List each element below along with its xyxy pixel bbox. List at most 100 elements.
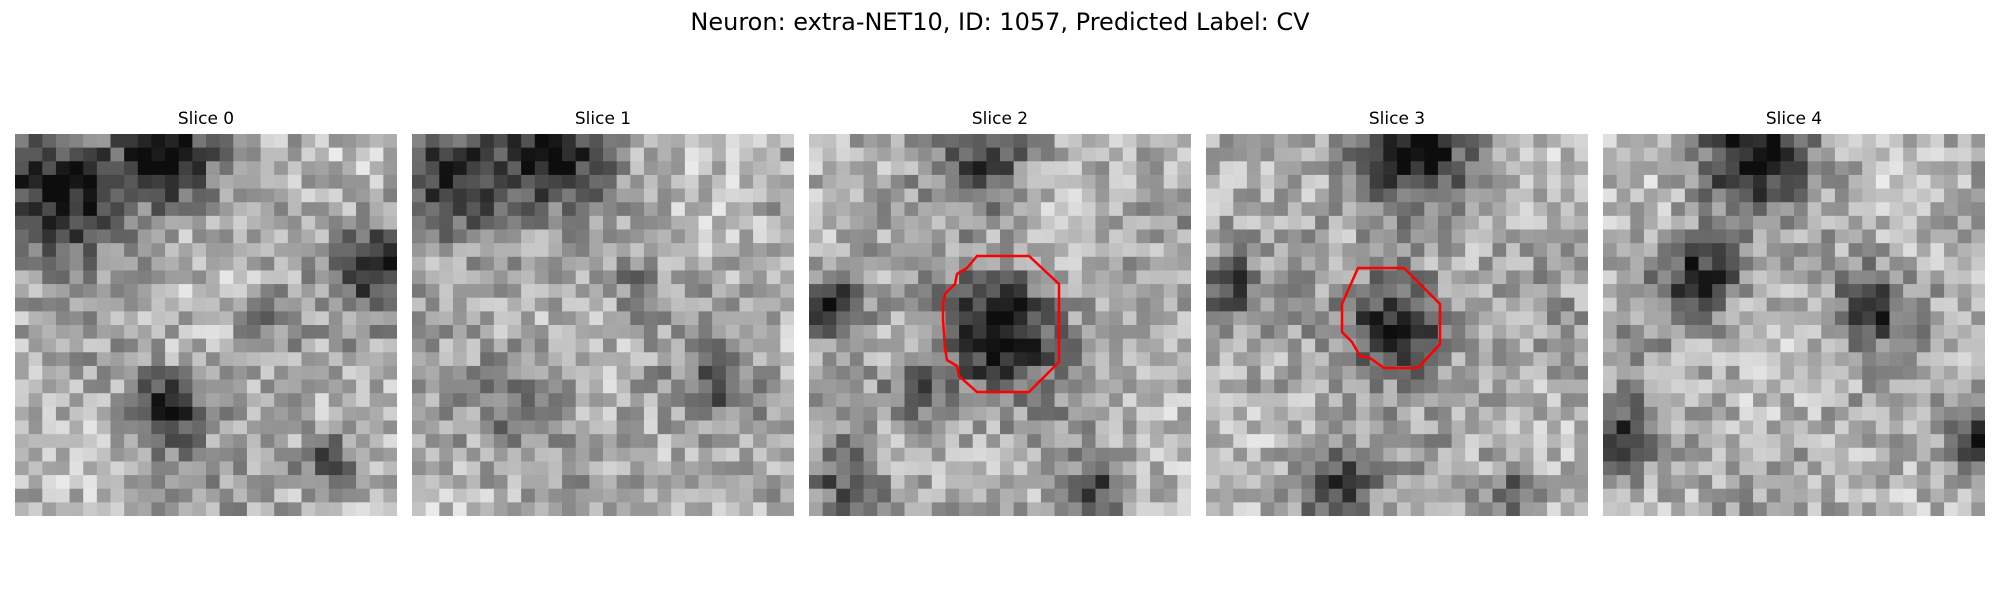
- pixel-cell: [1889, 352, 1904, 367]
- pixel-cell: [315, 147, 330, 162]
- pixel-cell: [1081, 161, 1097, 176]
- pixel-cell: [1753, 365, 1768, 381]
- pixel-cell: [643, 188, 659, 203]
- pixel-cell: [562, 365, 577, 381]
- pixel-cell: [1000, 256, 1015, 272]
- pixel-cell: [356, 502, 371, 516]
- pixel-cell: [534, 379, 550, 394]
- pixel-cell: [630, 434, 645, 449]
- pixel-cell: [822, 147, 837, 162]
- pixel-cell: [643, 297, 659, 312]
- pixel-cell: [1971, 488, 1985, 503]
- pixel-cell: [1616, 406, 1631, 422]
- pixel-cell: [425, 325, 440, 340]
- pixel-cell: [356, 270, 371, 285]
- pixel-cell: [1451, 475, 1466, 490]
- pixel-cell: [1834, 284, 1850, 299]
- pixel-cell: [246, 134, 262, 149]
- pixel-cell: [1163, 297, 1178, 312]
- pixel-cell: [1875, 188, 1891, 203]
- pixel-cell: [1574, 161, 1588, 176]
- pixel-cell: [1916, 502, 1932, 516]
- pixel-cell: [643, 338, 659, 353]
- pixel-cell: [712, 188, 727, 203]
- pixel-cell: [315, 284, 330, 299]
- pixel-cell: [1560, 393, 1575, 408]
- pixel-cell: [356, 311, 371, 326]
- pixel-cell: [1794, 379, 1809, 394]
- pixel-cell: [1437, 379, 1453, 394]
- pixel-cell: [1506, 311, 1521, 326]
- pixel-cell: [657, 420, 672, 435]
- pixel-cell: [1533, 447, 1548, 463]
- pixel-cell: [15, 174, 30, 190]
- pixel-cell: [1451, 461, 1466, 476]
- pixel-cell: [534, 188, 550, 203]
- pixel-cell: [110, 352, 125, 367]
- pixel-cell: [1916, 406, 1932, 422]
- pixel-cell: [1766, 488, 1781, 503]
- pixel-cell: [945, 297, 960, 312]
- pixel-cell: [15, 188, 30, 203]
- pixel-cell: [165, 202, 180, 217]
- pixel-cell: [1766, 434, 1781, 449]
- pixel-cell: [1684, 147, 1700, 162]
- pixel-cell: [1246, 325, 1262, 340]
- pixel-cell: [1698, 174, 1713, 190]
- pixel-cell: [1971, 502, 1985, 516]
- pixel-cell: [1821, 243, 1836, 258]
- pixel-cell: [521, 243, 536, 258]
- pixel-cell: [1122, 134, 1138, 149]
- pixel-cell: [206, 488, 221, 503]
- pixel-cell: [836, 161, 851, 176]
- pixel-cell: [548, 243, 563, 258]
- pixel-cell: [1424, 188, 1439, 203]
- pixel-cell: [1657, 338, 1672, 353]
- pixel-cell: [1930, 502, 1945, 516]
- pixel-cell: [589, 215, 604, 231]
- pixel-cell: [1095, 393, 1110, 408]
- pixel-cell: [1451, 365, 1466, 381]
- pixel-cell: [507, 284, 522, 299]
- pixel-cell: [575, 270, 590, 285]
- pixel-cell: [246, 243, 262, 258]
- pixel-cell: [1177, 188, 1191, 203]
- pixel-cell: [1478, 502, 1494, 516]
- pixel-cell: [603, 202, 618, 217]
- pixel-cell: [1027, 352, 1042, 367]
- pixel-cell: [1136, 134, 1151, 149]
- pixel-cell: [260, 365, 275, 381]
- pixel-cell: [1616, 174, 1631, 190]
- pixel-cell: [931, 270, 947, 285]
- pixel-cell: [863, 325, 878, 340]
- pixel-cell: [452, 243, 468, 258]
- pixel-cell: [1862, 406, 1877, 422]
- pixel-cell: [1342, 188, 1357, 203]
- pixel-cell: [178, 502, 193, 516]
- pixel-cell: [616, 393, 631, 408]
- pixel-cell: [603, 406, 618, 422]
- pixel-cell: [1260, 161, 1275, 176]
- pixel-cell: [178, 243, 193, 258]
- pixel-cell: [1109, 406, 1124, 422]
- pixel-cell: [1383, 434, 1398, 449]
- pixel-cell: [1821, 325, 1836, 340]
- pixel-cell: [507, 447, 522, 463]
- pixel-cell: [575, 147, 590, 162]
- pixel-cell: [1766, 297, 1781, 312]
- pixel-cell: [55, 447, 71, 463]
- pixel-cell: [1219, 311, 1234, 326]
- pixel-cell: [562, 311, 577, 326]
- pixel-cell: [904, 188, 919, 203]
- pixel-cell: [412, 243, 427, 258]
- pixel-cell: [972, 338, 987, 353]
- pixel-cell: [1957, 447, 1972, 463]
- pixel-cell: [1206, 338, 1221, 353]
- pixel-cell: [822, 393, 837, 408]
- pixel-cell: [1903, 243, 1918, 258]
- pixel-cell: [684, 270, 700, 285]
- pixel-cell: [439, 406, 454, 422]
- pixel-cell: [1136, 365, 1151, 381]
- pixel-cell: [1848, 420, 1863, 435]
- pixel-cell: [342, 174, 357, 190]
